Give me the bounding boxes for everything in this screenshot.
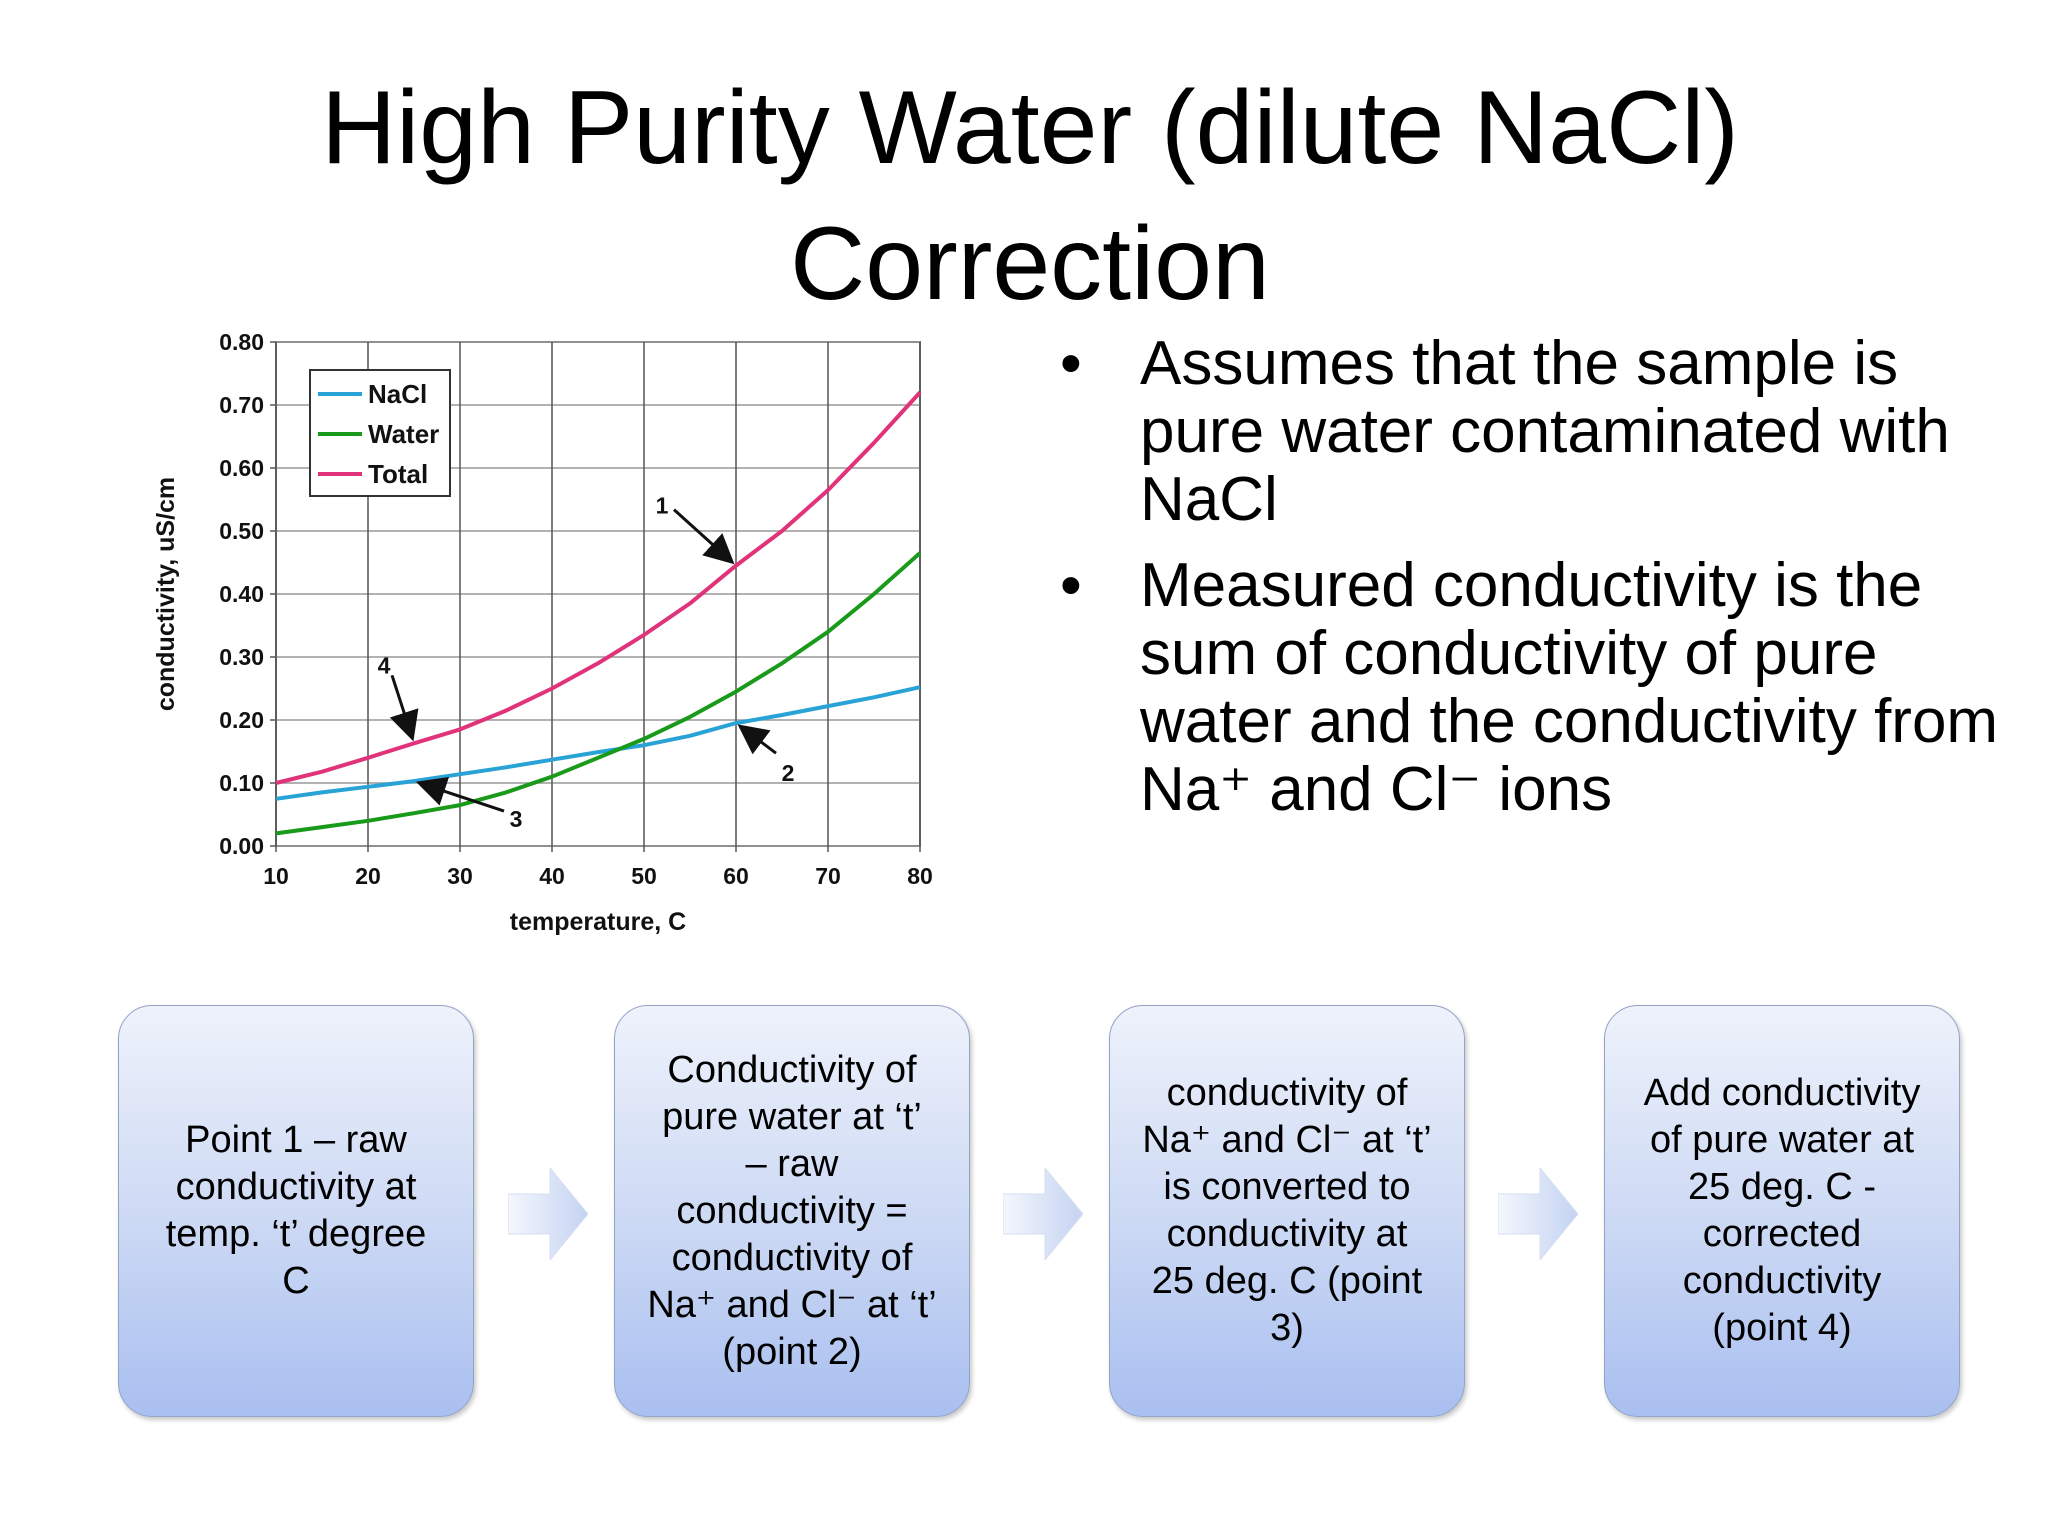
- y-tick-label: 0.30: [219, 644, 264, 670]
- slide-title: High Purity Water (dilute NaCl) Correcti…: [180, 60, 1880, 332]
- annotation-label: 1: [656, 493, 669, 519]
- x-tick-label: 80: [907, 863, 933, 889]
- right-arrow-icon: [508, 1168, 588, 1260]
- annotation-arrow: [672, 508, 735, 565]
- series-line-water: [275, 551, 922, 836]
- slide-title-line-1: High Purity Water (dilute NaCl): [321, 70, 1739, 186]
- conductivity-chart: 0.00 0.10 0.20 0.30 0.40 0.50 0.60 0.70 0.80 10 20…: [130, 320, 960, 970]
- flow-step-2: Conductivity of pure water at ‘t’ – raw …: [614, 1005, 970, 1417]
- bullet-item: • Measured conductivity is the sum of co…: [1060, 552, 2010, 824]
- flow-step-text: conductivity of Na⁺ and Cl⁻ at ‘t’ is co…: [1142, 1072, 1432, 1349]
- legend-label: Total: [368, 459, 428, 489]
- annotation-arrow: [737, 724, 777, 755]
- x-tick-label: 40: [539, 863, 565, 889]
- bullet-list: • Assumes that the sample is pure water …: [1060, 330, 2010, 842]
- flow-step-text: Add conductivity of pure water at 25 deg…: [1643, 1072, 1921, 1349]
- x-tick-label: 10: [263, 863, 289, 889]
- y-tick-label: 0.50: [219, 518, 264, 544]
- series-line-nacl: [275, 685, 921, 801]
- x-tick-label: 20: [355, 863, 381, 889]
- y-tick-label: 0.00: [219, 833, 264, 859]
- chart-svg: 0.00 0.10 0.20 0.30 0.40 0.50 0.60 0.70 0.80 10 20…: [152, 329, 933, 936]
- y-axis-label: conductivity, uS/cm: [152, 477, 180, 711]
- bullet-text: Measured conductivity is the sum of cond…: [1140, 551, 1999, 824]
- annotation-arrow: [389, 674, 419, 742]
- right-arrow-icon: [1498, 1168, 1578, 1260]
- x-tick-label: 30: [447, 863, 473, 889]
- flow-step-text: Point 1 – raw conductivity at temp. ‘t’ …: [165, 1119, 427, 1302]
- y-tick-label: 0.40: [219, 581, 264, 607]
- flow-step-1: Point 1 – raw conductivity at temp. ‘t’ …: [118, 1005, 474, 1417]
- series-line-total: [275, 391, 922, 785]
- annotation-arrow: [415, 776, 505, 813]
- bullet-text: Assumes that the sample is pure water co…: [1140, 329, 1950, 534]
- bullet-marker: •: [1060, 329, 1082, 398]
- flow-step-3: conductivity of Na⁺ and Cl⁻ at ‘t’ is co…: [1109, 1005, 1465, 1417]
- bullet-item: • Assumes that the sample is pure water …: [1060, 330, 2010, 534]
- annotation-label: 4: [378, 652, 391, 678]
- y-tick-label: 0.60: [219, 455, 264, 481]
- y-tick-label: 0.70: [219, 392, 264, 418]
- y-tick-label: 0.80: [219, 329, 264, 355]
- y-tick-label: 0.10: [219, 770, 264, 796]
- flow-step-4: Add conductivity of pure water at 25 deg…: [1604, 1005, 1960, 1417]
- right-arrow-icon: [1003, 1168, 1083, 1260]
- annotation-label: 2: [782, 760, 795, 786]
- x-tick-label: 50: [631, 863, 657, 889]
- annotation-label: 3: [510, 806, 523, 832]
- y-tick-label: 0.20: [219, 707, 264, 733]
- bullet-marker: •: [1060, 551, 1082, 620]
- flow-step-text: Conductivity of pure water at ‘t’ – raw …: [647, 1048, 937, 1373]
- legend-label: Water: [368, 419, 439, 449]
- x-tick-label: 70: [815, 863, 841, 889]
- x-tick-label: 60: [723, 863, 749, 889]
- slide-title-line-2: Correction: [790, 206, 1270, 322]
- legend-label: NaCl: [368, 379, 427, 409]
- x-axis-label: temperature, C: [510, 908, 686, 936]
